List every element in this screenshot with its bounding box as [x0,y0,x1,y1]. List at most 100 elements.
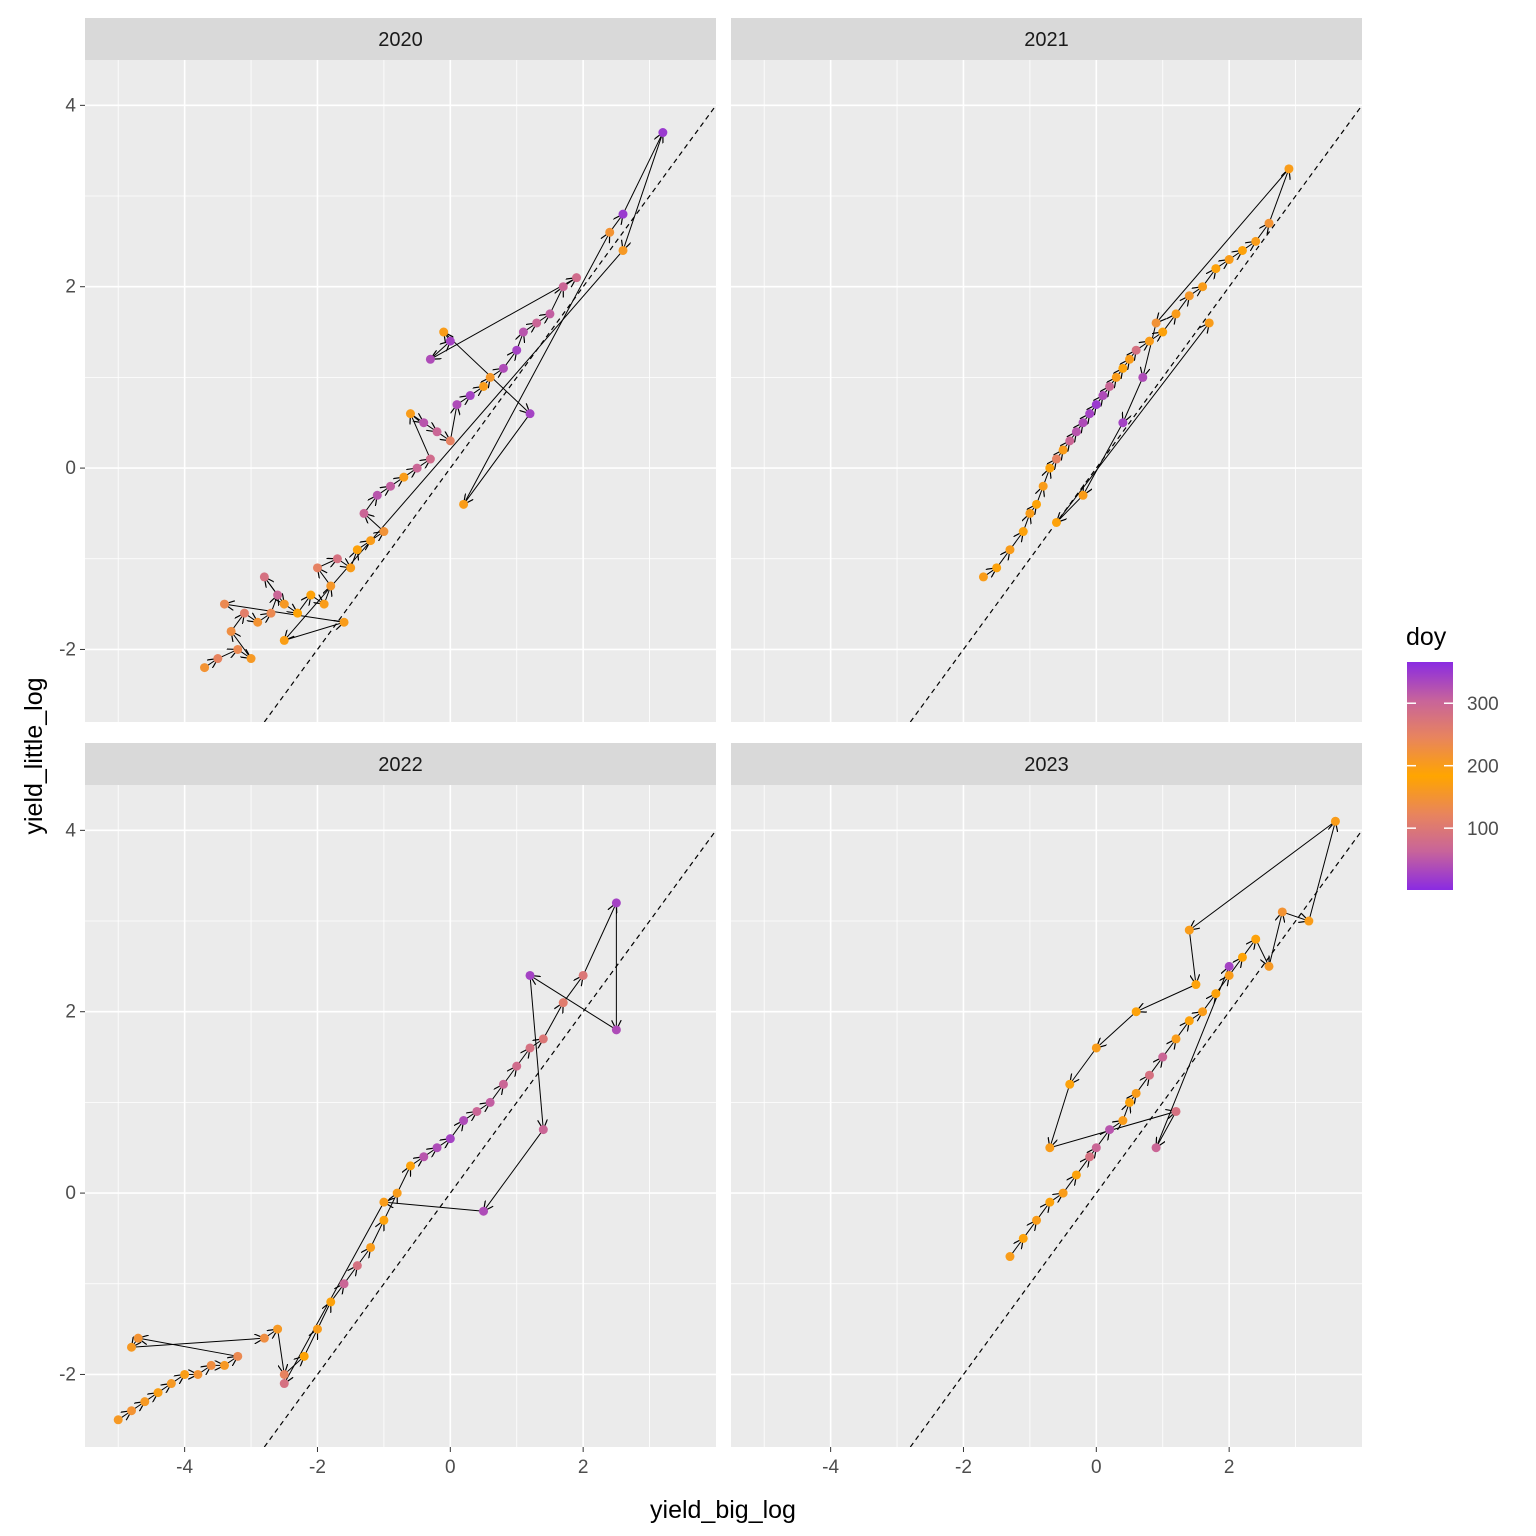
data-point [1224,970,1234,980]
data-point [432,1143,442,1153]
x-tick-label: 0 [1091,1457,1102,1478]
data-point [1065,436,1075,446]
reference-line [263,829,716,1447]
data-point [405,1161,415,1171]
panel-background [731,785,1362,1447]
data-point [419,1152,429,1162]
data-point [246,654,256,664]
y-tick-label: 2 [65,1002,76,1023]
data-point [1091,1043,1101,1053]
data-point [1051,517,1061,527]
data-point [498,363,508,373]
y-tick-label: 0 [65,1183,76,1204]
data-point [1224,255,1234,265]
data-point [1111,372,1121,382]
data-point [1304,916,1314,926]
path-arrow [277,1329,285,1374]
legend-tick-label: 300 [1467,694,1499,715]
panel-background [85,785,716,1447]
data-point [359,508,369,518]
path-arrow [1308,821,1336,922]
data-point [1125,1097,1135,1107]
data-point [605,227,615,237]
path-arrow [1255,938,1269,966]
data-point [445,436,455,446]
data-point [279,599,289,609]
data-point [459,1116,469,1126]
path-arrow [224,604,345,623]
path-arrow [1143,322,1157,377]
data-point [419,418,429,428]
data-point [319,599,329,609]
facet-strip-label: 2020 [378,29,423,51]
data-point [978,572,988,582]
path-arrow [303,1329,317,1357]
data-point [193,1369,203,1379]
data-point [1078,490,1088,500]
data-point [1264,961,1274,971]
facet-strip-label: 2022 [378,754,423,776]
data-point [1018,1233,1028,1243]
data-point [432,427,442,437]
data-point [1105,1125,1115,1135]
path-arrow [231,631,252,659]
data-point [425,454,435,464]
data-point [339,1279,349,1289]
data-point [1105,381,1115,391]
data-point [479,1206,489,1216]
data-point [379,527,389,537]
data-point [399,472,409,482]
data-point [1264,218,1274,228]
data-point [379,1215,389,1225]
data-point [1144,1070,1154,1080]
data-point [352,1261,362,1271]
data-point [273,1324,283,1334]
path-arrow [1050,1084,1071,1147]
data-point [1171,309,1181,319]
data-point [445,336,455,346]
data-point [386,481,396,491]
data-point [239,608,249,618]
data-point [1045,1143,1055,1153]
y-axis-title: yield_little_log [20,677,48,834]
path-arrow [284,250,624,640]
facet-strip [731,18,1362,60]
path-arrow [529,975,543,1129]
data-point [339,617,349,627]
data-point [1118,1116,1128,1126]
data-point [273,590,283,600]
data-point [1191,980,1201,990]
data-point [293,608,303,618]
facet-strip [85,18,716,60]
x-tick-label: -2 [955,1457,972,1478]
data-point [1184,291,1194,301]
y-tick-label: 0 [65,458,76,479]
data-point [1131,1088,1141,1098]
data-point [1158,1052,1168,1062]
x-tick-label: 2 [1224,1457,1235,1478]
data-point [279,1379,289,1389]
facet-panel-2021: 2021 [731,18,1362,722]
data-point [658,128,668,138]
facet-strip-label: 2021 [1024,29,1069,51]
panel-background [85,60,716,722]
data-point [538,1125,548,1135]
data-point [611,898,621,908]
data-point [1058,1188,1068,1198]
data-point [1058,445,1068,455]
data-point [1158,327,1168,337]
facet-panel-2020: 2020 -2 0 2 4 [59,18,716,722]
data-point [1151,318,1161,328]
path-arrow [1156,1111,1177,1147]
data-point [1071,1170,1081,1180]
facet-panels: 2020 -2 0 2 4 2021 2022 -2 0 2 4 -4 -2 0 2 2023 -4 -2 0 2 [59,18,1362,1478]
data-point [219,1360,229,1370]
x-axis-title: yield_big_log [650,1496,796,1524]
data-point [1131,345,1141,355]
data-point [479,381,489,391]
data-point [326,581,336,591]
reference-line [909,104,1362,722]
data-point [1091,400,1101,410]
data-point [1251,934,1261,944]
